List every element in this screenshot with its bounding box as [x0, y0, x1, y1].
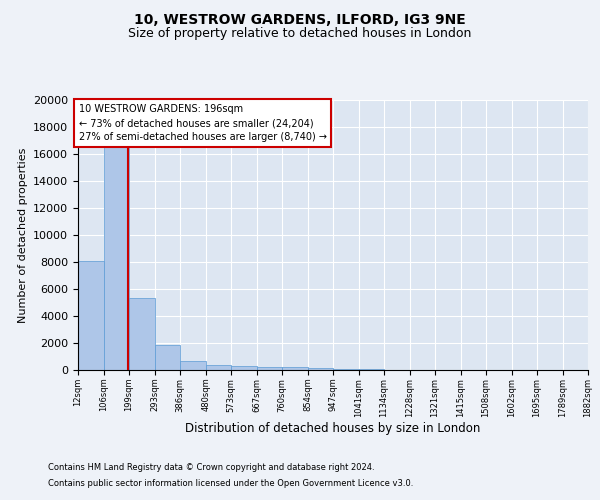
- X-axis label: Distribution of detached houses by size in London: Distribution of detached houses by size …: [185, 422, 481, 436]
- Text: 10 WESTROW GARDENS: 196sqm
← 73% of detached houses are smaller (24,204)
27% of : 10 WESTROW GARDENS: 196sqm ← 73% of deta…: [79, 104, 326, 142]
- Bar: [129, 298, 155, 370]
- Bar: [155, 345, 180, 370]
- Y-axis label: Number of detached properties: Number of detached properties: [17, 148, 28, 322]
- Text: Contains HM Land Registry data © Crown copyright and database right 2024.: Contains HM Land Registry data © Crown c…: [48, 464, 374, 472]
- Bar: [282, 368, 308, 370]
- Bar: [180, 360, 206, 370]
- Text: Contains public sector information licensed under the Open Government Licence v3: Contains public sector information licen…: [48, 478, 413, 488]
- Bar: [104, 147, 129, 370]
- Text: 10, WESTROW GARDENS, ILFORD, IG3 9NE: 10, WESTROW GARDENS, ILFORD, IG3 9NE: [134, 12, 466, 26]
- Bar: [206, 366, 231, 370]
- Bar: [78, 260, 104, 370]
- Text: Size of property relative to detached houses in London: Size of property relative to detached ho…: [128, 28, 472, 40]
- Bar: [231, 366, 257, 370]
- Bar: [333, 369, 359, 370]
- Bar: [257, 367, 282, 370]
- Bar: [308, 368, 333, 370]
